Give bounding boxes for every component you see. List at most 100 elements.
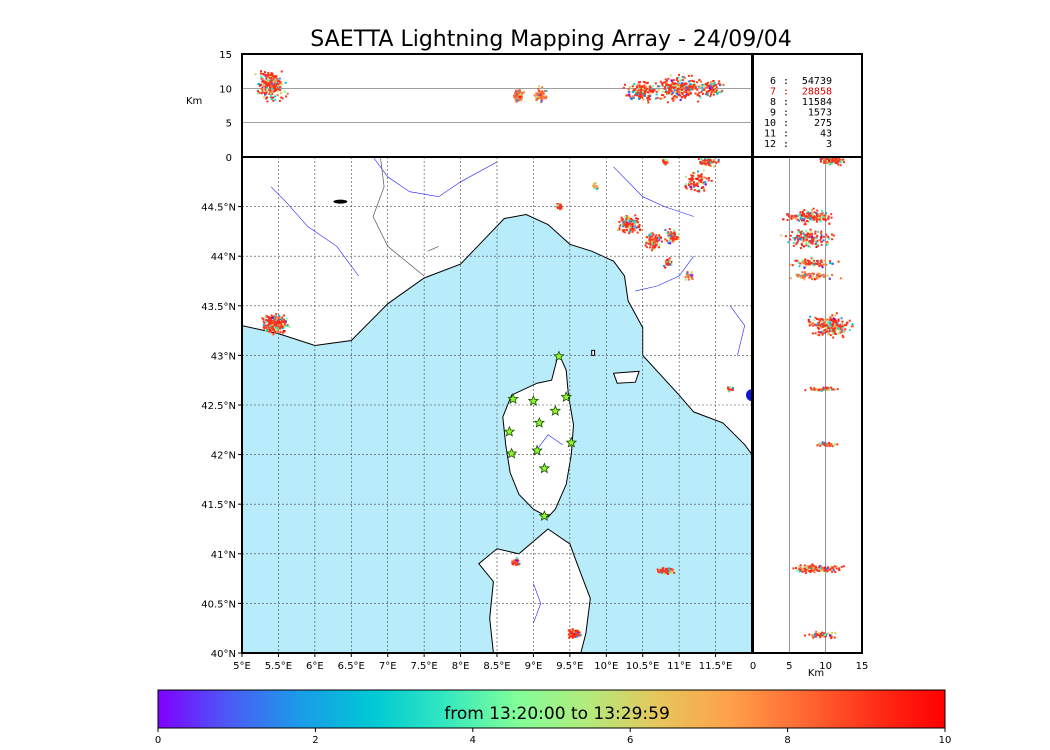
side-point [792, 567, 794, 569]
side-point [796, 242, 798, 244]
side-point [840, 164, 842, 166]
side-point [821, 318, 823, 320]
altitude-point [285, 82, 287, 84]
altitude-point [536, 99, 538, 101]
side-point [843, 161, 845, 163]
lightning-point [282, 320, 284, 322]
lightning-point [709, 162, 711, 164]
altitude-point [268, 74, 270, 76]
side-point [785, 235, 787, 237]
lightning-point [669, 242, 671, 244]
side-point [831, 163, 833, 165]
side-point [800, 564, 802, 566]
side-point [833, 235, 835, 237]
altitude-point [274, 99, 276, 101]
side-point [815, 332, 817, 334]
side-point [819, 239, 821, 241]
side-point [830, 213, 832, 215]
side-point [801, 271, 803, 273]
side-point [814, 233, 816, 235]
lightning-point [690, 183, 692, 185]
lightning-point [271, 326, 273, 328]
altitude-point [674, 95, 676, 97]
side-point [805, 241, 807, 243]
altitude-point [272, 100, 274, 102]
side-point [823, 239, 825, 241]
side-point [780, 234, 782, 236]
side-point [833, 569, 835, 571]
stat-value: 275 [814, 118, 832, 129]
altitude-point [723, 84, 725, 86]
side-point [814, 324, 816, 326]
side-point [816, 323, 818, 325]
side-point [811, 278, 813, 280]
side-point [822, 389, 824, 391]
side-point [824, 322, 826, 324]
altitude-point [714, 82, 716, 84]
altitude-point [705, 83, 707, 85]
altitude-point [545, 90, 547, 92]
altitude-point [260, 73, 262, 75]
side-point [793, 217, 795, 219]
lightning-point [672, 570, 674, 572]
lightning-point [715, 162, 717, 164]
altitude-point [270, 74, 272, 76]
lightning-point [628, 232, 630, 234]
lightning-point [662, 567, 664, 569]
side-point [815, 317, 817, 319]
side-point [797, 215, 799, 217]
lightning-point [634, 225, 636, 227]
altitude-point [523, 91, 525, 93]
lightning-point [514, 562, 516, 564]
lon-tick-label: 5.5°E [265, 661, 292, 672]
lightning-point [704, 181, 706, 183]
lightning-point [265, 319, 267, 321]
side-point [810, 229, 812, 231]
lightning-point [625, 218, 627, 220]
lightning-point [669, 240, 671, 242]
altitude-point [683, 95, 685, 97]
lightning-point [706, 177, 708, 179]
altitude-point [535, 92, 537, 94]
altitude-point [521, 96, 523, 98]
capraia-island [592, 350, 595, 355]
altitude-point [680, 99, 682, 101]
lightning-point [658, 246, 660, 248]
altitude-tick-label: 0 [226, 153, 232, 164]
side-point [832, 566, 834, 568]
longitude-ticks: 5°E 5.5°E 6°E 6.5°E 7°E 7.5°E 8°E 8.5°E 9°E 9.5°E… [233, 653, 732, 672]
lightning-point [669, 261, 671, 263]
side-point [823, 632, 825, 634]
side-point [825, 443, 827, 445]
side-point [804, 389, 806, 391]
side-point [816, 444, 818, 446]
altitude-point [280, 83, 282, 85]
side-point [808, 634, 810, 636]
altitude-point [710, 91, 712, 93]
lightning-point [732, 389, 734, 391]
side-point [811, 210, 813, 212]
lightning-point [664, 570, 666, 572]
side-point [807, 233, 809, 235]
altitude-point [634, 89, 636, 91]
altitude-point [279, 89, 281, 91]
lightning-point [263, 326, 265, 328]
lat-tick-label: 40.5°N [201, 599, 236, 610]
lightning-point [271, 314, 273, 316]
lightning-point [579, 631, 581, 633]
side-point [808, 241, 810, 243]
altitude-point [270, 92, 272, 94]
side-point [832, 388, 834, 390]
lightning-point [693, 181, 695, 183]
stat-key: 8 [770, 97, 776, 108]
altitude-point [271, 72, 273, 74]
side-point [831, 217, 833, 219]
altitude-point [680, 87, 682, 89]
lightning-point [707, 159, 709, 161]
side-point [818, 632, 820, 634]
stat-value: 11584 [802, 97, 832, 108]
altitude-point [668, 92, 670, 94]
lightning-point [708, 177, 710, 179]
altitude-point [279, 86, 281, 88]
lon-tick-label: 10.5°E [626, 661, 660, 672]
